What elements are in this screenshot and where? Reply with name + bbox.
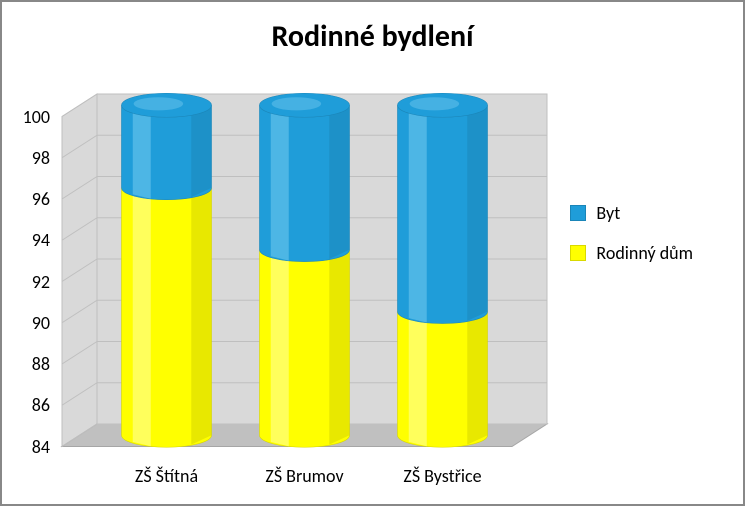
y-tick-label: 90 [32,312,50,334]
y-tick-label: 100 [23,106,50,128]
legend-swatch-byt [570,205,586,221]
y-tick-label: 92 [32,271,50,293]
legend: Byt Rodinný dům [570,202,693,282]
y-tick-label: 94 [32,229,50,251]
y-tick-label: 96 [32,188,50,210]
legend-label-rodinny-dum: Rodinný dům [596,242,693,264]
x-tick-label: ZŠ Štítná [98,465,236,487]
legend-item-rodinny-dum: Rodinný dům [570,242,693,264]
legend-swatch-rodinny-dum [570,245,586,261]
x-tick-label: ZŠ Brumov [236,465,374,487]
y-tick-label: 88 [32,353,50,375]
y-tick-label: 86 [32,394,50,416]
legend-item-byt: Byt [570,202,693,224]
legend-label-byt: Byt [596,202,620,224]
y-tick-label: 84 [32,436,50,458]
y-tick-label: 98 [32,147,50,169]
x-tick-label: ZŠ Bystřice [374,465,512,487]
chart-frame: Rodinné bydlení 8486889092949698100 ZŠ Š… [0,0,745,506]
